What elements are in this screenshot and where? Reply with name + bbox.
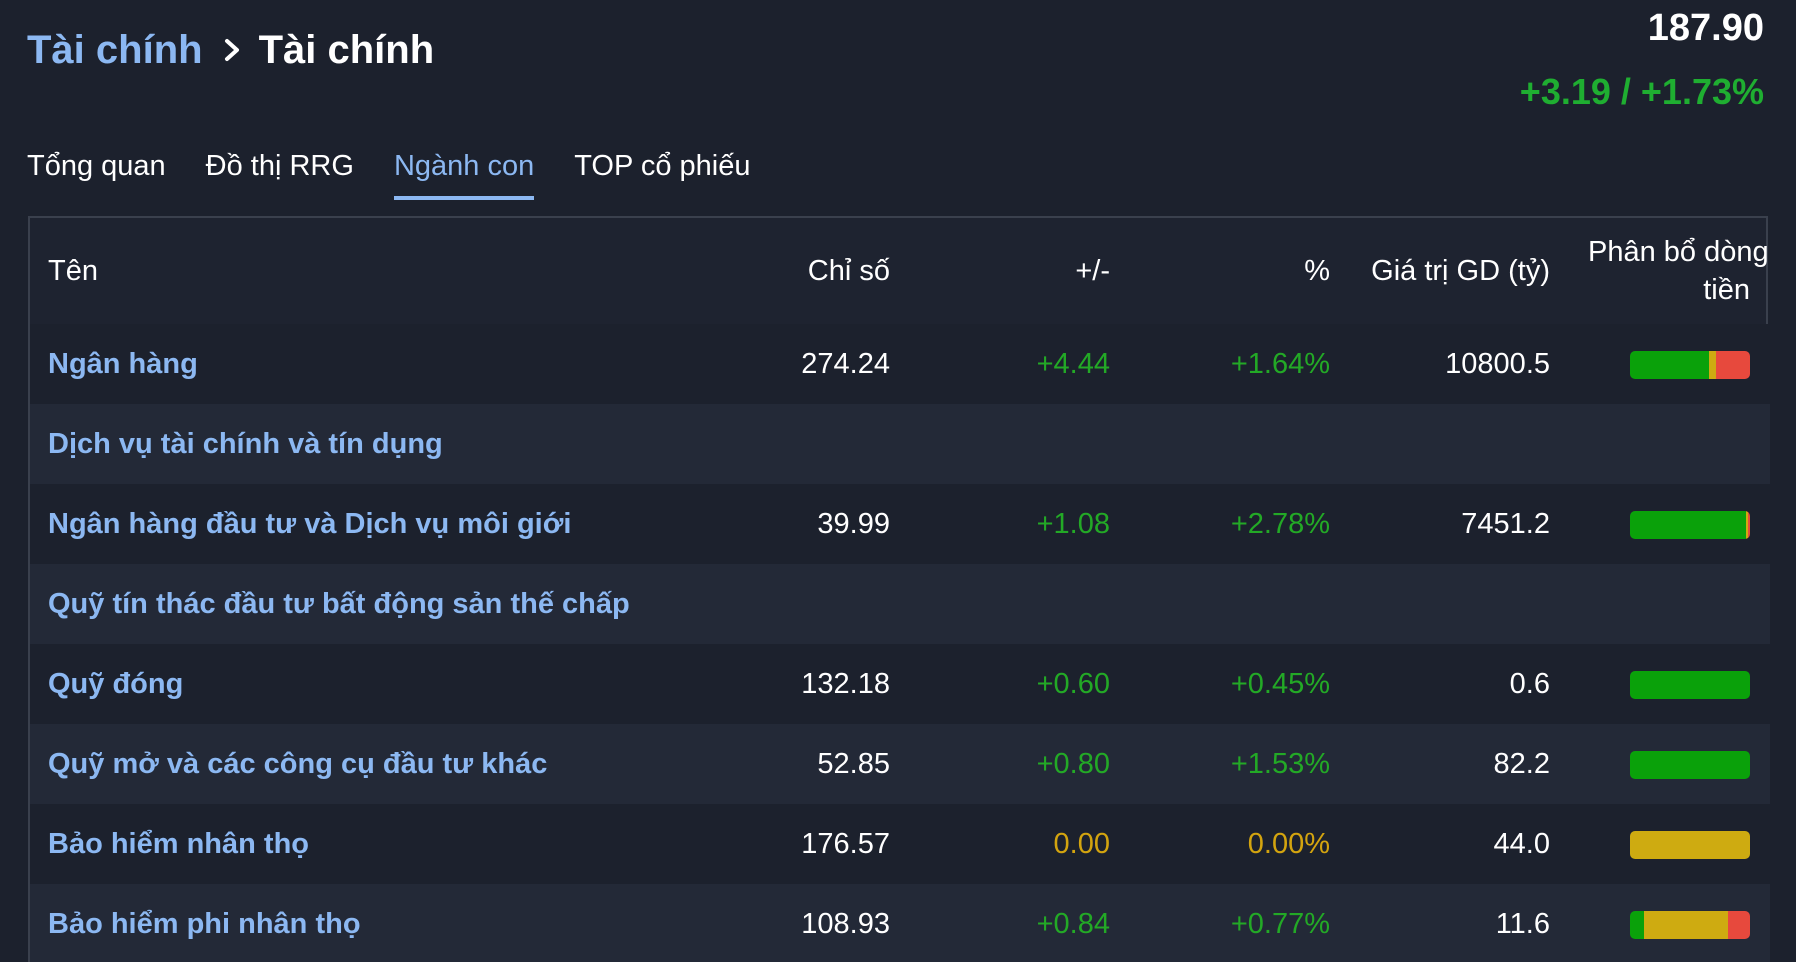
breadcrumb: Tài chính Tài chính (27, 24, 434, 76)
row-percent-value: +0.77% (1230, 907, 1330, 940)
row-index-value: 176.57 (801, 827, 890, 860)
row-money-flow-cell (1570, 644, 1770, 724)
table-row[interactable]: Dịch vụ tài chính và tín dụng (30, 404, 1770, 484)
money-flow-bar[interactable] (1630, 670, 1750, 699)
money-flow-bar[interactable] (1630, 350, 1750, 379)
table-row[interactable]: Ngân hàng đầu tư và Dịch vụ môi giới 39.9… (30, 484, 1770, 564)
row-index-value: 52.85 (817, 747, 890, 780)
table-body: Ngân hàng 274.24 +4.44 +1.64% 10800.5 Dịch vụ… (30, 324, 1770, 962)
flow-down-segment (1747, 510, 1750, 539)
row-index-value: 39.99 (817, 507, 890, 540)
row-trade-value: 0.6 (1509, 667, 1550, 700)
row-change-value: +4.44 (1036, 347, 1110, 380)
money-flow-bar[interactable] (1630, 830, 1750, 859)
row-trade-value: 82.2 (1493, 747, 1550, 780)
row-change-value (910, 564, 1130, 644)
row-index-value (670, 404, 910, 484)
column-header-percent[interactable]: % (1304, 255, 1330, 287)
column-header-money-flow-line2: tiền (1703, 274, 1750, 306)
flow-up-segment (1630, 510, 1747, 539)
tab-bar: Tổng quan Đồ thị RRG Ngành con TOP cổ ph… (27, 146, 750, 200)
row-money-flow-cell (1570, 324, 1770, 404)
flow-down-segment (1728, 910, 1750, 939)
row-percent-value: +1.64% (1230, 347, 1330, 380)
row-name-link[interactable]: Ngân hàng (48, 347, 198, 380)
column-header-trade-value[interactable]: Giá trị GD (tỷ) (1371, 255, 1550, 287)
money-flow-bar[interactable] (1630, 750, 1750, 779)
tab-overview[interactable]: Tổng quan (27, 150, 166, 182)
flow-up-segment (1630, 910, 1645, 939)
row-trade-value: 11.6 (1495, 907, 1550, 940)
row-percent-value (1130, 404, 1350, 484)
row-money-flow-cell (1570, 724, 1770, 804)
chevron-right-icon (223, 24, 245, 76)
row-name-link[interactable]: Quỹ tín thác đầu tư bất động sản thế chấ… (48, 587, 630, 620)
row-percent-value: +0.45% (1230, 667, 1330, 700)
row-money-flow-cell (1570, 884, 1770, 962)
column-header-change[interactable]: +/- (1075, 255, 1110, 287)
row-name-link[interactable]: Bảo hiểm nhân thọ (48, 827, 309, 860)
flow-flat-segment (1746, 510, 1748, 539)
money-flow-bar[interactable] (1630, 510, 1750, 539)
tab-top-stocks[interactable]: TOP cổ phiếu (574, 150, 751, 182)
row-name-link[interactable]: Quỹ mở và các công cụ đầu tư khác (48, 747, 548, 780)
row-trade-value (1350, 404, 1570, 484)
flow-flat-segment (1630, 830, 1750, 859)
flow-up-segment (1630, 350, 1710, 379)
table-header-row: Tên Chỉ số +/- % Giá trị GD (tỷ) Phân bổ… (30, 218, 1770, 324)
table-row[interactable]: Ngân hàng 274.24 +4.44 +1.64% 10800.5 (30, 324, 1770, 404)
index-price-box: 187.90 +3.19 / +1.73% (1520, 4, 1764, 114)
page-title: Tài chính (258, 27, 435, 72)
row-change-value: +0.84 (1036, 907, 1110, 940)
row-percent-value: +1.53% (1230, 747, 1330, 780)
row-trade-value: 10800.5 (1445, 347, 1550, 380)
tab-rrg-chart[interactable]: Đồ thị RRG (205, 150, 354, 182)
column-header-name[interactable]: Tên (48, 255, 98, 287)
row-change-value (910, 404, 1130, 484)
row-money-flow-cell (1570, 404, 1770, 484)
row-name-link[interactable]: Quỹ đóng (48, 667, 184, 700)
row-money-flow-cell (1570, 564, 1770, 644)
row-money-flow-cell (1570, 484, 1770, 564)
flow-up-segment (1630, 750, 1750, 779)
column-header-money-flow[interactable]: Phân bổ dòng tiền (1570, 218, 1770, 324)
row-name-link[interactable]: Dịch vụ tài chính và tín dụng (48, 427, 443, 460)
tab-sub-industries[interactable]: Ngành con (393, 146, 535, 200)
row-change-value: +0.60 (1036, 667, 1110, 700)
index-value: 187.90 (1647, 7, 1764, 49)
flow-up-segment (1630, 670, 1750, 699)
row-percent-value (1130, 564, 1350, 644)
row-name-link[interactable]: Bảo hiểm phi nhân thọ (48, 907, 361, 940)
table-row[interactable]: Bảo hiểm phi nhân thọ 108.93 +0.84 +0.77% 11… (30, 884, 1770, 962)
row-trade-value: 7451.2 (1461, 507, 1550, 540)
table-row[interactable]: Quỹ tín thác đầu tư bất động sản thế chấ… (30, 564, 1770, 644)
row-trade-value (1350, 564, 1570, 644)
money-flow-bar[interactable] (1630, 910, 1750, 939)
table-row[interactable]: Bảo hiểm nhân thọ 176.57 0.00 0.00% 44.0 (30, 804, 1770, 884)
row-percent-value: 0.00% (1247, 827, 1330, 860)
flow-down-segment (1716, 350, 1750, 379)
row-name-link[interactable]: Ngân hàng đầu tư và Dịch vụ môi giới (48, 507, 572, 540)
sub-industry-table: Tên Chỉ số +/- % Giá trị GD (tỷ) Phân bổ… (28, 216, 1770, 962)
row-index-value: 108.93 (801, 907, 890, 940)
table-row[interactable]: Quỹ đóng 132.18 +0.60 +0.45% 0.6 (30, 644, 1770, 724)
row-trade-value: 44.0 (1493, 827, 1550, 860)
column-header-index[interactable]: Chỉ số (807, 255, 890, 287)
row-money-flow-cell (1570, 804, 1770, 884)
flow-flat-segment (1709, 350, 1717, 379)
row-index-value (670, 564, 910, 644)
column-header-money-flow-line1: Phân bổ dòng (1588, 236, 1769, 268)
row-index-value: 132.18 (801, 667, 890, 700)
row-change-value: 0.00 (1053, 827, 1110, 860)
flow-flat-segment (1644, 910, 1729, 939)
row-change-value: +1.08 (1036, 507, 1110, 540)
table-row[interactable]: Quỹ mở và các công cụ đầu tư khác 52.85 +0… (30, 724, 1770, 804)
row-percent-value: +2.78% (1230, 507, 1330, 540)
index-change: +3.19 / +1.73% (1519, 71, 1764, 112)
row-index-value: 274.24 (801, 347, 890, 380)
row-change-value: +0.80 (1036, 747, 1110, 780)
breadcrumb-parent-link[interactable]: Tài chính (27, 27, 203, 72)
